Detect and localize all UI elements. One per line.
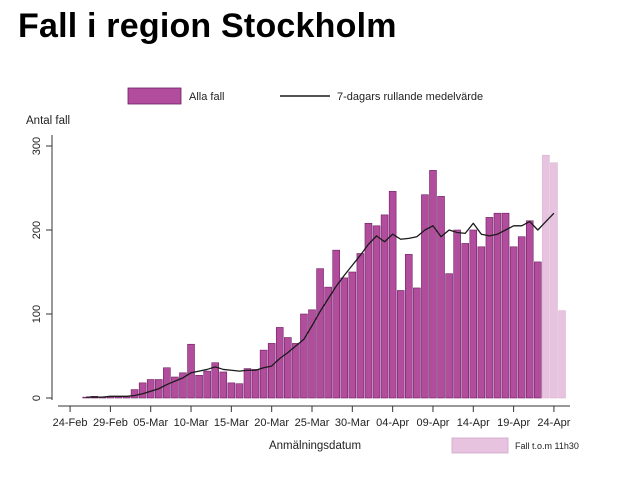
x-tick-label: 30-Mar [335,417,370,429]
bar [138,382,147,399]
partial-data-note: Fall t.o.m 11h30 [451,437,579,454]
bar [259,349,268,399]
bar [203,370,211,399]
bar [179,372,187,399]
rolling-average-line [86,212,555,398]
bar [421,194,429,399]
x-tick-label: 10-Mar [174,417,209,429]
bar [284,337,292,399]
bar [235,383,244,399]
bar [396,290,405,399]
y-axis-ticks: 0 100 200 300 [31,137,52,401]
bar [227,382,236,399]
bar [219,371,228,399]
bar [308,309,316,399]
y-axis-title: Antal fall [26,115,70,127]
bar [332,249,340,399]
x-tick-label: 24-Apr [537,417,570,429]
partial-data-swatch [451,437,509,454]
bar [292,343,300,399]
bar [300,313,308,399]
x-tick-label: 04-Apr [376,417,409,429]
x-axis-ticks: 24-Feb 29-Feb 05-Mar 10-Mar 15-Mar 20-Mar 25-M… [53,406,571,429]
bar [461,243,470,399]
bar [275,327,284,399]
x-tick-label: 19-Apr [497,417,530,429]
bar [372,225,381,399]
bar [243,368,252,399]
bar [348,271,357,399]
partial-data-label: Fall t.o.m 11h30 [515,441,579,451]
partial-bar [542,154,550,399]
bar [340,277,349,399]
bar [356,253,365,399]
bar [525,220,534,399]
bar [534,261,542,399]
bars-layer [82,154,566,399]
x-tick-label: 15-Mar [214,417,249,429]
legend-line-label: 7-dagars rullande medelvärde [337,91,483,103]
bar [316,268,324,399]
bar [501,212,510,399]
bar [171,376,179,399]
bar [364,222,373,399]
y-tick-label: 300 [31,137,43,155]
bar [405,254,413,399]
bar [469,229,478,399]
y-tick-label: 200 [31,221,43,239]
x-tick-label: 20-Mar [254,417,289,429]
bar [413,287,421,399]
bar [445,273,453,399]
x-tick-label: 14-Apr [457,417,490,429]
bar [130,389,139,399]
legend-bar-label: Alla fall [189,91,224,103]
x-tick-label: 29-Feb [93,417,128,429]
legend-bar-swatch [127,87,182,105]
line-layer [86,212,555,398]
bar [453,229,461,399]
bar [195,375,203,399]
bar [437,196,445,399]
x-tick-label: 09-Apr [416,417,449,429]
y-tick-label: 0 [31,395,43,401]
bar [388,191,397,399]
bar [146,379,155,399]
bar [211,362,219,399]
bar [485,217,494,399]
x-tick-label: 05-Mar [133,417,168,429]
bar [517,236,526,399]
x-axis-title: Anmälningsdatum [269,440,361,452]
bar [509,246,518,399]
bar [187,343,195,399]
partial-bar [558,310,566,399]
bar [429,170,437,399]
legend: Alla fall 7-dagars rullande medelvärde [127,87,483,105]
x-tick-label: 25-Mar [295,417,330,429]
x-tick-label: 24-Feb [53,417,88,429]
slide-title: Fall i region Stockholm [18,7,397,45]
bar [251,369,260,399]
y-tick-label: 100 [31,305,43,323]
bar [324,286,332,399]
bar [267,343,276,399]
bar [493,212,502,399]
bar [380,214,389,399]
bar [477,246,486,399]
partial-bar [550,162,558,399]
